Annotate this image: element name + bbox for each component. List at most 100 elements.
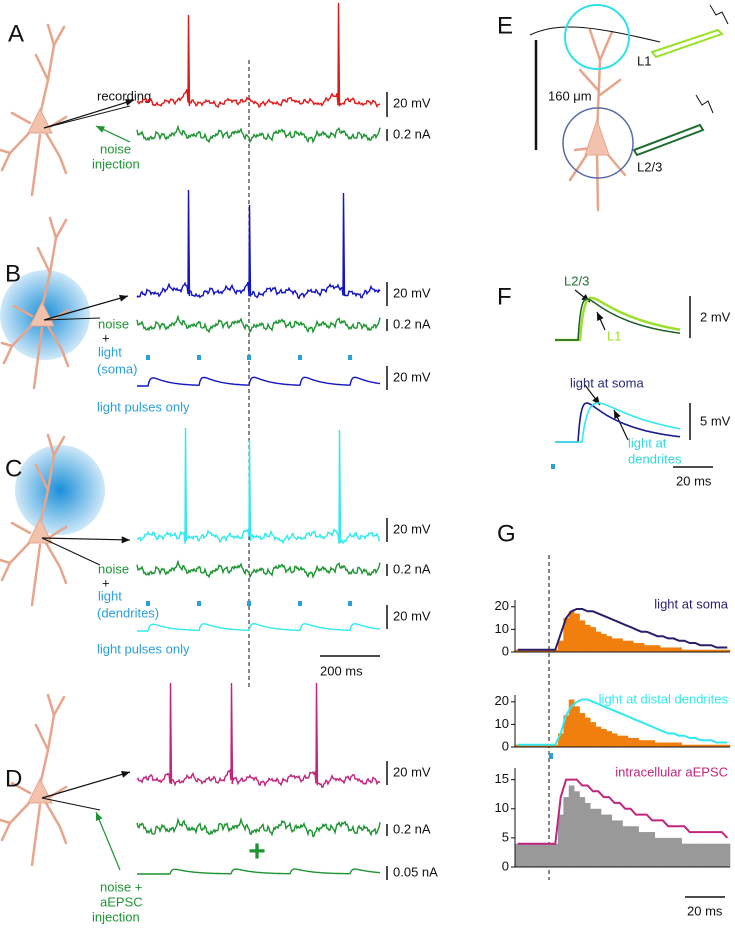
label: light pulses only <box>97 399 190 414</box>
histogram-bar <box>606 731 613 747</box>
label: L1 <box>637 53 651 68</box>
dendrite <box>46 693 56 717</box>
histogram-bar <box>708 649 715 652</box>
soma <box>584 118 610 156</box>
plus-sign: + <box>248 835 266 868</box>
histogram-bar <box>536 843 543 867</box>
label: aEPSC <box>100 894 143 909</box>
dendrite <box>46 433 56 457</box>
histogram-bar <box>660 837 666 867</box>
dendrite <box>46 23 56 47</box>
panel-letter: F <box>497 283 512 310</box>
histogram-bar <box>638 740 645 747</box>
histogram-bar <box>568 611 575 652</box>
neuron <box>0 433 68 607</box>
y-tick-label: 0 <box>502 643 509 658</box>
histogram-bar <box>660 647 666 652</box>
histogram-bar <box>703 843 709 867</box>
y-tick-label: 5 <box>502 829 509 844</box>
dendrite <box>10 781 32 795</box>
histogram-bar <box>687 843 693 867</box>
histogram-bar <box>568 699 575 747</box>
histogram-bar <box>515 649 521 652</box>
histogram-bar <box>633 642 639 652</box>
histogram-bar <box>611 638 618 652</box>
label: noise + <box>100 879 142 894</box>
histogram-bar <box>595 808 602 867</box>
label: light <box>98 588 122 603</box>
arrow <box>41 537 131 541</box>
dendrite <box>595 150 600 212</box>
dendrite <box>578 68 600 92</box>
histogram-bar <box>713 649 720 652</box>
histogram-bar <box>584 717 591 747</box>
dendrite <box>52 695 66 717</box>
histogram-bar <box>703 744 709 747</box>
trace <box>136 124 381 144</box>
histogram-bar <box>515 744 521 747</box>
dendrite <box>48 525 68 539</box>
y-tick-label: 10 <box>495 800 509 815</box>
panel-letter: G <box>497 520 516 547</box>
label: injection <box>92 156 140 171</box>
histogram-bar <box>595 726 602 747</box>
dendrite <box>52 435 66 457</box>
dendrite <box>54 218 68 240</box>
histogram-bar <box>611 733 618 747</box>
histogram-bar <box>595 631 602 652</box>
histogram-bar <box>676 742 682 747</box>
arrowhead <box>95 812 103 821</box>
electrode <box>650 28 724 59</box>
label: light <box>98 344 122 359</box>
histogram-bar <box>670 837 677 867</box>
arrowhead <box>121 770 130 778</box>
histogram-bar <box>541 843 548 867</box>
histogram-bar <box>654 645 661 652</box>
label: light at soma <box>570 375 644 390</box>
trace <box>136 314 381 334</box>
histogram-bar <box>584 624 591 652</box>
label: + <box>102 575 110 590</box>
background-layer <box>0 23 627 867</box>
dendrite <box>12 304 34 318</box>
histogram-bar <box>644 645 650 652</box>
light-pulse <box>298 601 302 606</box>
histogram-bar <box>724 744 731 747</box>
dendrite <box>44 131 68 175</box>
y-tick-label: 10 <box>495 716 509 731</box>
dendrite <box>598 78 622 97</box>
histogram-bar <box>681 744 688 747</box>
histogram-bar <box>525 843 532 867</box>
histogram-bar <box>665 647 672 652</box>
panel-letter: E <box>497 12 513 39</box>
trace <box>555 298 681 341</box>
scale-label: 20 mV <box>393 764 431 779</box>
trace <box>136 189 381 300</box>
trace <box>555 402 681 443</box>
histogram-bar <box>697 744 704 747</box>
panel-letter: B <box>5 260 21 287</box>
y-tick-label: 10 <box>495 621 509 636</box>
histogram-bar <box>627 737 634 747</box>
histogram-bar <box>649 832 656 867</box>
soma <box>27 107 53 134</box>
histogram-bar <box>638 832 645 867</box>
histogram-bar <box>541 744 548 747</box>
dendrite <box>0 558 12 565</box>
histogram-bar <box>520 843 527 867</box>
label: L1 <box>607 328 621 343</box>
dendrite <box>32 326 44 390</box>
arrowhead <box>614 410 621 419</box>
histogram-line <box>517 778 729 845</box>
light-pulse <box>247 601 251 606</box>
histogram-bar <box>611 820 618 867</box>
histogram-bar <box>676 837 682 867</box>
histogram-bar <box>601 633 607 652</box>
histogram-bar <box>525 649 532 652</box>
scale-label: 0.2 nA <box>393 821 431 836</box>
histogram-bar <box>649 740 656 747</box>
histogram-bar <box>536 649 543 652</box>
scale-label: 5 mV <box>700 413 731 428</box>
y-tick-label: 0 <box>502 738 509 753</box>
light-pulse <box>549 753 553 759</box>
